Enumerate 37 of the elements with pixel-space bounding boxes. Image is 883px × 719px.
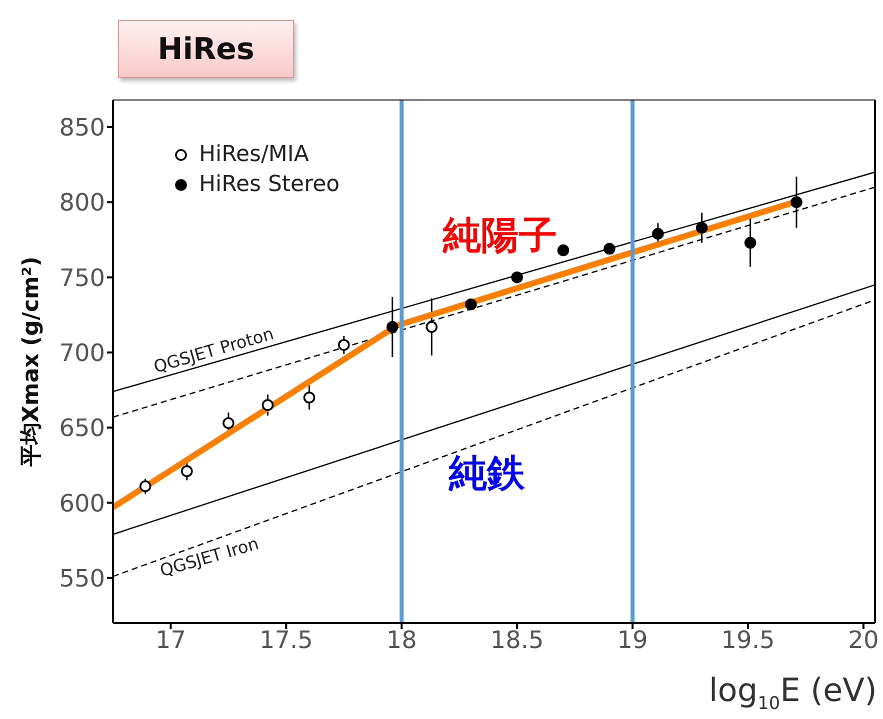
x-tick-label: 20 bbox=[848, 626, 879, 654]
point bbox=[744, 236, 756, 249]
point bbox=[180, 465, 193, 478]
y-tick-label: 750 bbox=[59, 264, 105, 292]
point bbox=[262, 399, 274, 411]
point bbox=[604, 242, 616, 255]
point bbox=[790, 196, 802, 208]
annotation: 純鉄 bbox=[448, 451, 526, 495]
point bbox=[652, 228, 664, 240]
legend-label: HiRes/MIA bbox=[199, 141, 309, 169]
y-axis-title: 平均Xmax (g/cm²) bbox=[19, 256, 44, 468]
x-tick-label: 17.5 bbox=[259, 626, 313, 654]
y-tick-label: 550 bbox=[59, 564, 105, 592]
point bbox=[511, 271, 523, 284]
x-axis-title: log$_{10}$E (eV) bbox=[708, 671, 877, 714]
annotation: 純陽子 bbox=[442, 213, 557, 257]
point bbox=[139, 480, 152, 492]
y-tick-label: 600 bbox=[59, 489, 105, 518]
point bbox=[386, 321, 398, 333]
y-tick-label: 850 bbox=[59, 114, 105, 142]
legend-label: HiRes Stereo bbox=[199, 171, 340, 199]
point bbox=[465, 298, 477, 310]
y-tick-label: 800 bbox=[59, 188, 105, 217]
x-tick-label: 18 bbox=[386, 626, 417, 654]
point bbox=[557, 244, 570, 256]
x-tick-label: 18.5 bbox=[490, 626, 544, 654]
chart-title: HiRes bbox=[118, 20, 294, 78]
point bbox=[426, 321, 438, 333]
x-tick-label: 19 bbox=[617, 626, 648, 654]
point bbox=[222, 417, 234, 430]
x-tick-label: 19.5 bbox=[721, 626, 775, 654]
point bbox=[696, 222, 708, 234]
point bbox=[338, 339, 350, 351]
y-tick-label: 650 bbox=[59, 414, 105, 442]
point bbox=[303, 392, 316, 404]
x-tick-label: 17 bbox=[155, 626, 186, 654]
y-tick-label: 700 bbox=[59, 339, 105, 368]
